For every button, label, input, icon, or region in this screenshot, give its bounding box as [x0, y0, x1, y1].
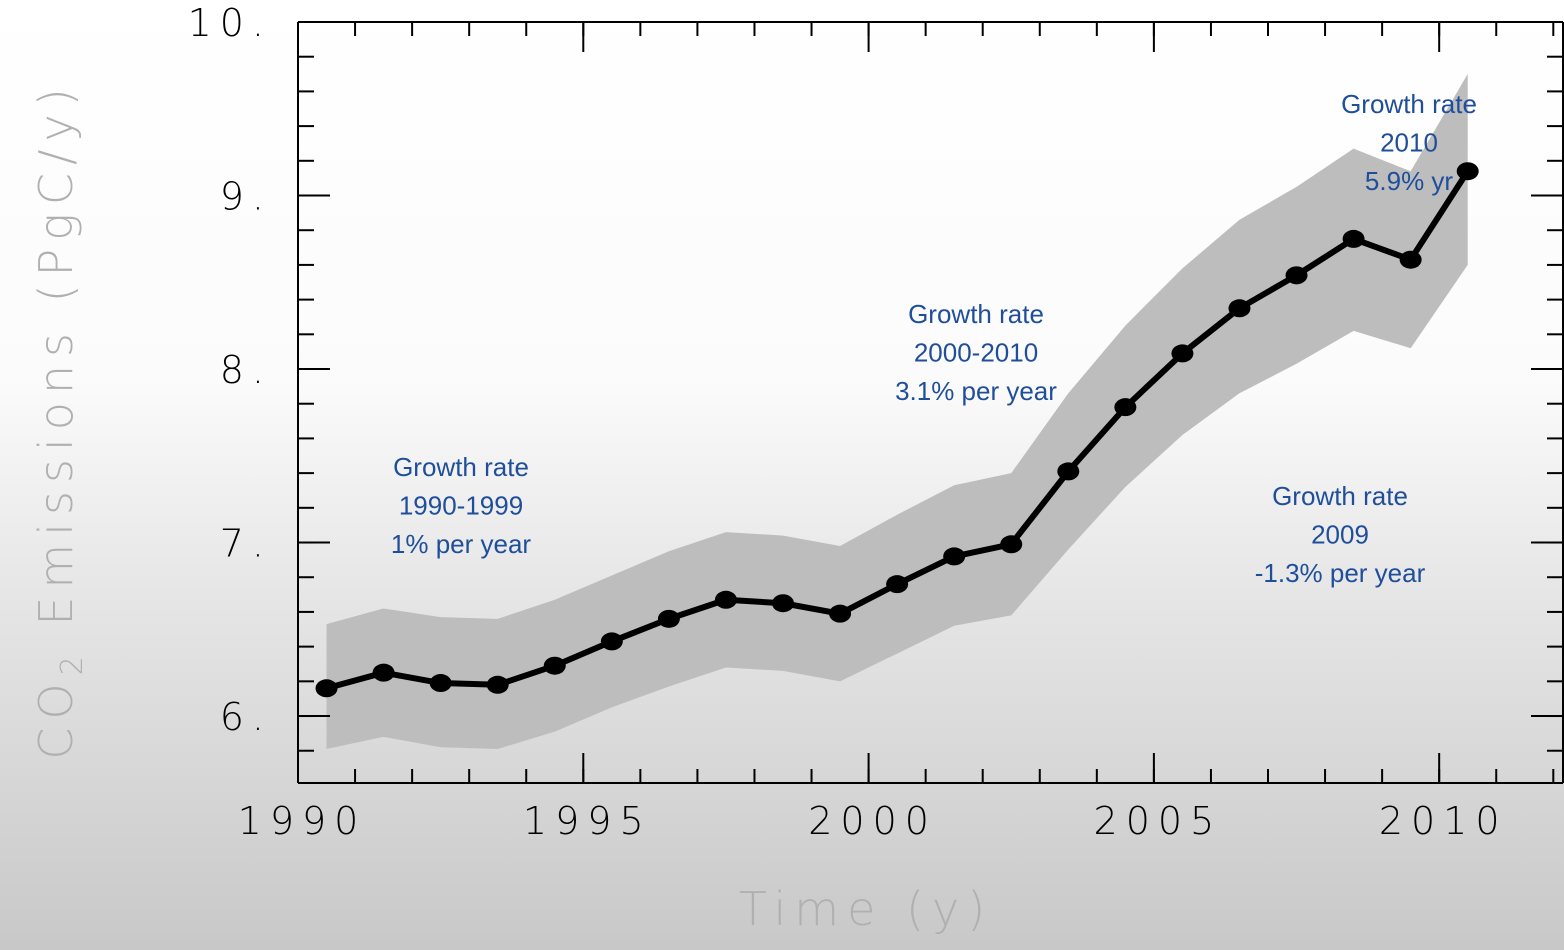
annotation: Growth rate: [908, 299, 1044, 329]
data-point: [1114, 398, 1137, 417]
data-point: [1285, 266, 1308, 285]
x-tick-label: 2000: [808, 799, 937, 843]
annotation: Growth rate: [1272, 481, 1408, 511]
y-axis-title-part: CO: [29, 675, 83, 759]
data-point: [372, 663, 395, 682]
data-point: [657, 609, 680, 628]
data-point: [1456, 162, 1479, 181]
x-tick-label: 2005: [1094, 799, 1223, 843]
x-tick-label: 1995: [523, 799, 652, 843]
data-point: [1000, 535, 1023, 554]
data-point: [886, 575, 909, 594]
data-point: [1399, 250, 1422, 269]
y-axis-title: CO2 Emissions (PgC/y): [29, 80, 90, 759]
y-axis-title-part: Emissions (PgC/y): [29, 80, 83, 648]
y-tick-label: 9.: [220, 175, 272, 219]
data-point: [714, 590, 737, 609]
y-tick-label: 10.: [188, 1, 272, 45]
x-tick-label: 2010: [1379, 799, 1508, 843]
x-axis-title: Time (y): [739, 882, 993, 936]
data-point: [943, 547, 966, 566]
data-point: [829, 604, 852, 623]
annotation: 2010: [1380, 128, 1438, 158]
x-tick-label: 1990: [238, 799, 367, 843]
annotation: Growth rate: [393, 452, 529, 482]
annotation: Growth rate: [1341, 89, 1477, 119]
data-point: [543, 656, 566, 675]
data-point: [600, 632, 623, 651]
annotation: -1.3% per year: [1255, 558, 1426, 588]
y-tick-label: 8.: [220, 348, 272, 392]
y-tick-label: 7.: [220, 522, 272, 566]
data-point: [315, 679, 338, 698]
data-point: [1171, 344, 1194, 363]
data-point: [1228, 299, 1251, 318]
annotation: 2009: [1311, 520, 1369, 550]
data-point: [1057, 462, 1080, 481]
annotation: 1% per year: [391, 529, 532, 559]
y-tick-label: 6.: [220, 695, 272, 739]
annotation: 2000-2010: [914, 338, 1038, 368]
uncertainty-band: [326, 74, 1468, 749]
y-axis-title-sub: 2: [55, 648, 90, 675]
annotation: 5.9% yr: [1365, 166, 1453, 196]
data-point: [772, 594, 795, 613]
data-point: [1342, 229, 1365, 248]
annotation: 1990-1999: [399, 491, 523, 521]
annotation: 3.1% per year: [895, 376, 1057, 406]
data-point: [429, 674, 452, 693]
data-point: [486, 675, 509, 694]
